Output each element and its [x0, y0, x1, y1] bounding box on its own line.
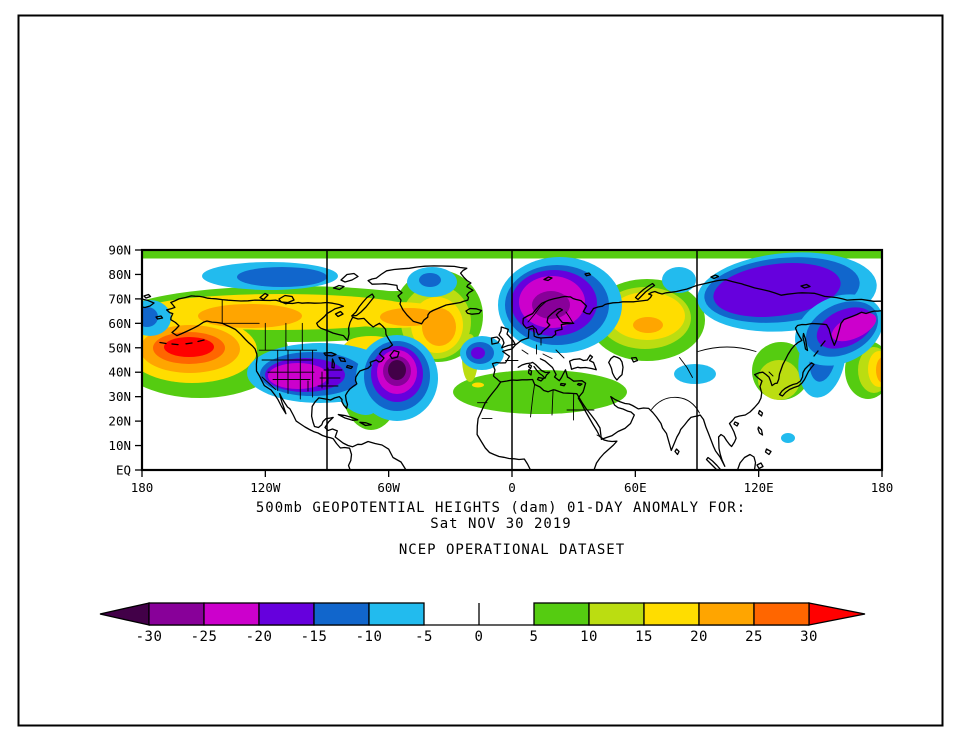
coastline-na-pacific — [166, 309, 353, 470]
lat-tick-label: 90N — [108, 243, 131, 258]
lat-tick-label: 70N — [108, 291, 131, 306]
coastlines-layer — [142, 265, 882, 470]
lat-tick-label: 50N — [108, 340, 131, 355]
coastline-med-north — [517, 358, 569, 382]
great-lakes — [323, 351, 354, 370]
colorbar-left-arrow — [99, 602, 150, 626]
coastline-greenland — [367, 265, 474, 325]
anomaly-y — [609, 292, 685, 340]
coastline-eurasia-north — [491, 279, 882, 383]
lon-tick-label: 0 — [508, 480, 516, 495]
colorbar-label: -10 — [356, 629, 383, 645]
lat-tick-label: 20N — [108, 414, 131, 429]
asia-borders — [651, 346, 774, 414]
colorbar-label: 0 — [475, 629, 484, 645]
colorbar-segment-y — [643, 602, 700, 626]
dataset-label: NCEP OPERATIONAL DATASET — [399, 542, 625, 558]
coastline-arctic-islands — [259, 272, 400, 360]
us-canada-state-borders — [221, 299, 343, 400]
colorbar-label: -15 — [301, 629, 328, 645]
colorbar-label: 5 — [530, 629, 539, 645]
anomaly-b — [142, 307, 158, 327]
anomaly-g — [453, 370, 627, 414]
anomaly-b — [419, 273, 441, 287]
coastline-asia-south-east — [566, 309, 882, 467]
lon-tick-label: 180 — [131, 480, 154, 495]
lat-tick-label: 10N — [108, 438, 131, 453]
colorbar-segment-b — [313, 602, 370, 626]
colorbar-segment-p — [148, 602, 205, 626]
lat-tick-label: 30N — [108, 389, 131, 404]
colorbar-segment-o — [698, 602, 755, 626]
anomaly-v — [713, 263, 841, 317]
anomaly-m — [831, 312, 877, 342]
anomaly-o — [422, 308, 456, 346]
plot-title: 500mb GEOPOTENTIAL HEIGHTS (dam) 01-DAY … — [256, 500, 746, 516]
coastline-caribbean — [337, 413, 372, 427]
med-islands — [527, 363, 583, 387]
anomaly-o — [633, 317, 663, 333]
colorbar-label: 20 — [690, 629, 708, 645]
colorbar-segment-v — [258, 602, 315, 626]
lon-tick-label: 120W — [250, 480, 281, 495]
lon-tick-label: 180 — [871, 480, 894, 495]
colorbar-segment-g — [533, 602, 590, 626]
colorbar-label: -5 — [415, 629, 433, 645]
russian-arctic-islands — [142, 274, 811, 320]
anomaly-dp — [388, 360, 406, 380]
anomaly-r — [164, 337, 214, 357]
plot-date: Sat NOV 30 2019 — [430, 516, 571, 532]
anomaly-c — [662, 267, 696, 293]
colorbar: -30 -25 -20 -15 -10 -5 0 5 10 15 20 25 30 — [99, 602, 866, 645]
africa-mideast-borders — [477, 383, 605, 440]
colorbar-segment-do — [753, 602, 810, 626]
lon-tick-label: 120E — [744, 480, 774, 495]
latitude-axis: 90N 80N 70N 60N 50N 40N 30N 20N 10N EQ — [108, 243, 142, 478]
lat-tick-label: 80N — [108, 267, 131, 282]
map-panel: 90N 80N 70N 60N 50N 40N 30N 20N 10N EQ 180 120W 60W… — [108, 243, 894, 496]
anomaly-c — [781, 433, 795, 443]
caspian-aral — [608, 355, 639, 381]
anomaly-v — [471, 347, 485, 359]
lat-tick-label: EQ — [116, 463, 131, 478]
colorbar-label: -25 — [191, 629, 218, 645]
lat-tick-label: 60N — [108, 316, 131, 331]
anomaly-c — [674, 364, 716, 384]
anomaly-m — [268, 363, 328, 389]
coastline-iceland-uk — [465, 272, 592, 349]
island-chains — [159, 339, 826, 357]
colorbar-label: -30 — [136, 629, 163, 645]
colorbar-segment-yg — [588, 602, 645, 626]
colorbar-segment-m — [203, 602, 260, 626]
black-sea — [568, 354, 597, 371]
colorbar-label: 10 — [580, 629, 598, 645]
coastline-africa — [476, 378, 618, 470]
colorbar-label: -20 — [246, 629, 273, 645]
colorbar-label: 15 — [635, 629, 653, 645]
anomaly-o — [876, 357, 882, 383]
colorbar-label: 30 — [800, 629, 818, 645]
lon-tick-label: 60W — [377, 480, 400, 495]
colorbar-segment-c — [368, 602, 425, 626]
outer-frame — [17, 14, 944, 727]
longitude-axis: 180 120W 60W 0 60E 120E 180 — [131, 470, 894, 495]
coastline-na-atlantic-arctic — [166, 295, 407, 470]
anomaly-b — [237, 267, 327, 287]
lon-tick-label: 60E — [624, 480, 647, 495]
political-borders-layer — [221, 299, 774, 440]
lat-tick-label: 40N — [108, 365, 131, 380]
colorbar-right-arrow — [808, 602, 866, 626]
anomaly-y — [472, 382, 484, 388]
anomaly-o — [198, 304, 302, 328]
colorbar-label: 25 — [745, 629, 763, 645]
